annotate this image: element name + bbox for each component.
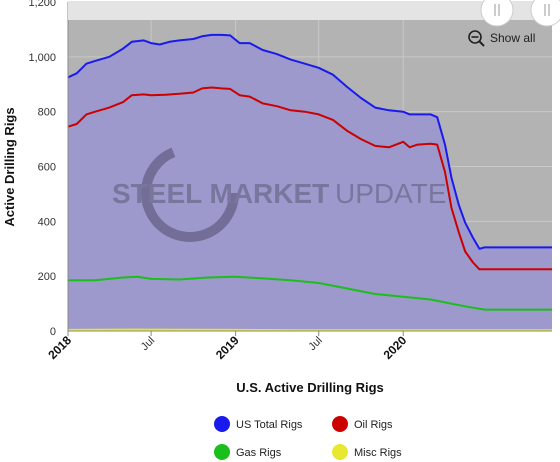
chart-legend: US Total Rigs Oil Rigs Gas Rigs Misc Rigs (214, 416, 402, 460)
y-axis-title: Active Drilling Rigs (2, 107, 17, 226)
gas-rigs-line (68, 275, 552, 311)
x-tick-label: 2020 (381, 333, 410, 362)
handle-knob (480, 0, 514, 27)
legend-label: Oil Rigs (354, 419, 393, 431)
legend-marker (332, 444, 348, 460)
misc-rigs-line (67, 328, 552, 332)
legend-marker (332, 416, 348, 432)
legend-label: Gas Rigs (236, 447, 282, 459)
y-tick-label: 1,200 (28, 0, 56, 9)
zoom-out-icon (468, 30, 485, 47)
handle-knob (530, 0, 560, 27)
legend-label: US Total Rigs (236, 419, 303, 431)
watermark-ring (141, 144, 239, 242)
watermark-bold-text: STEEL MARKET (112, 178, 329, 209)
us-total-rigs-area (68, 34, 552, 332)
show-all-button[interactable]: Show all (468, 30, 535, 47)
legend-marker (214, 416, 230, 432)
zoom-handle (478, 40, 485, 47)
y-axis: 0 200 400 600 800 1,000 1,200 (28, 0, 69, 338)
zoom-navigator[interactable] (68, 0, 560, 27)
x-tick-label: Jul (139, 335, 157, 353)
watermark-logo: STEEL MARKET UPDATE (112, 144, 447, 242)
show-all-label[interactable]: Show all (490, 31, 535, 45)
oil-rigs-line (67, 86, 552, 271)
x-tick-label: 2019 (213, 333, 242, 362)
legend-label: Misc Rigs (354, 447, 402, 459)
series-lines (67, 33, 552, 332)
y-tick-label: 600 (38, 162, 56, 174)
x-tick-label: Jul (306, 335, 324, 353)
y-tick-label: 400 (38, 216, 56, 228)
watermark-light-text: UPDATE (335, 178, 447, 209)
zoom-lens (468, 30, 482, 44)
y-tick-label: 800 (38, 107, 56, 119)
legend-marker (214, 444, 230, 460)
navigator-bar[interactable] (68, 2, 552, 20)
y-tick-label: 200 (38, 271, 56, 283)
y-tick-label: 0 (50, 326, 56, 338)
navigator-right-handle[interactable] (530, 0, 560, 27)
us-total-rigs-line (67, 33, 552, 250)
y-tick-label: 1,000 (28, 52, 56, 64)
navigator-left-handle[interactable] (480, 0, 514, 27)
x-axis-title: U.S. Active Drilling Rigs (236, 380, 384, 395)
x-axis: 2018 Jul 2019 Jul 2020 (45, 330, 552, 362)
